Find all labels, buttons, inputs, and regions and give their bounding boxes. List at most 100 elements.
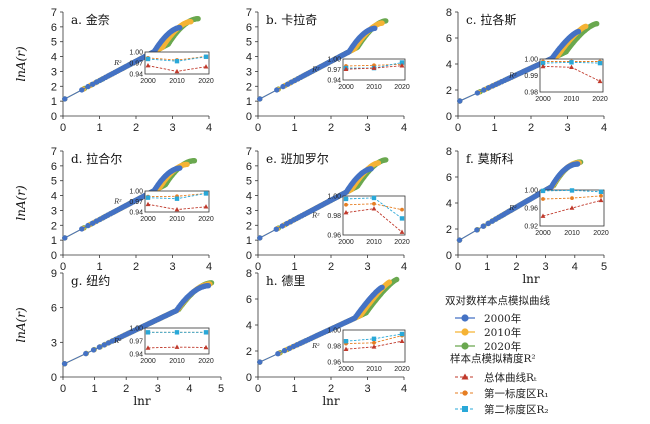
y-tick-label: 1 (51, 235, 57, 247)
inset-x-tick-label: 2010 (169, 216, 185, 223)
inset-x-tick-label: 2000 (140, 78, 156, 85)
data-point-2000 (485, 220, 491, 227)
inset-x-tick-label: 2010 (169, 358, 185, 365)
legend-label-r-first: 第一标度区R₁ (484, 387, 549, 400)
inset-y-axis-label: R² (311, 66, 320, 74)
inset-point-second (597, 60, 603, 66)
x-tick-label: 1 (291, 122, 297, 134)
data-point-2000 (177, 165, 183, 171)
data-point-2020 (594, 21, 600, 27)
inset-y-tick-label: 0.99 (524, 73, 538, 80)
legend-marker-2000 (461, 314, 469, 322)
inset-y-tick-label: 0.94 (129, 352, 143, 359)
y-tick-label: 6 (246, 161, 252, 173)
inset-x-tick-label: 2010 (366, 84, 382, 91)
y-tick-label: 8 (246, 268, 252, 280)
legend-marker-r-total (461, 373, 469, 380)
inset-point-second (203, 191, 209, 196)
inset-point-total (343, 209, 349, 215)
inset-y-axis-label: R² (311, 212, 320, 220)
inset-x-tick-label: 2020 (394, 84, 410, 91)
data-point-2000 (273, 226, 279, 232)
data-point-2010 (583, 23, 589, 29)
data-point-2000 (257, 359, 263, 365)
data-point-2020 (191, 158, 198, 164)
inset-x-tick-label: 2020 (198, 358, 214, 365)
data-point-2000 (101, 342, 107, 348)
legend-label-2010: 2010年 (484, 326, 521, 339)
series-2000 (456, 161, 581, 243)
data-point-2000 (474, 227, 480, 233)
panel-label: g. 纽约 (71, 273, 110, 288)
panel-label: f. 莫斯科 (466, 152, 514, 166)
data-point-2000 (85, 83, 91, 90)
inset-y-tick-label: 1.00 (129, 189, 143, 196)
data-point-2000 (474, 90, 481, 96)
panel-label: a. 金奈 (71, 12, 110, 27)
data-point-2000 (279, 223, 285, 229)
data-point-2000 (79, 87, 85, 93)
y-tick-label: 1 (246, 235, 252, 247)
x-tick-label: 0 (60, 261, 66, 273)
y-tick-label: 3 (51, 66, 57, 78)
inset-y-tick-label: 0.98 (524, 90, 538, 97)
data-point-2000 (257, 235, 263, 241)
y-tick-label: 6 (51, 161, 57, 173)
inset-point-second (145, 330, 151, 335)
panel-3: 0 1 2 3 4 0 1 2 3 4 5 6 7 d. 拉合尔 lnA(r) 0.94 0.97 1.00 200… (14, 146, 214, 273)
x-tick-label: 4 (401, 383, 407, 395)
inset-y-tick-label: 0.94 (327, 78, 341, 85)
inset-x-tick-label: 2020 (592, 96, 608, 103)
inset-x-tick-label: 2000 (338, 84, 354, 91)
inset-point-total (540, 213, 546, 218)
inset-point-total (174, 206, 180, 212)
y-tick-label: 6 (51, 303, 57, 315)
data-point-2000 (85, 222, 91, 229)
x-tick-label: 3 (364, 383, 370, 395)
inset-series-total (343, 206, 405, 234)
inset-series-total (540, 63, 603, 84)
x-tick-label: 1 (491, 122, 497, 134)
y-tick-label: 4 (446, 198, 452, 210)
x-tick-label: 4 (401, 122, 407, 134)
x-tick-label: 0 (60, 383, 66, 395)
inset-x-tick-label: 2010 (366, 239, 382, 246)
y-tick-label: 0 (446, 111, 452, 123)
inset-point-total (399, 63, 405, 68)
inset-point-second (145, 56, 151, 62)
data-point-2000 (368, 166, 374, 172)
x-tick-label: 2 (133, 122, 139, 134)
data-point-2010 (386, 279, 393, 285)
panel-5: 0 1 2 3 4 5 0 2 4 6 8 f. 莫斯科 lnr 0.92 0.96 1.00 2000 2010… (446, 146, 609, 286)
inset-point-second (569, 188, 575, 193)
inset-point-first (372, 201, 376, 206)
x-tick-label: 4 (186, 383, 192, 395)
inset-y-tick-label: 1.00 (129, 50, 143, 57)
inset-point-total (343, 66, 349, 71)
inset-point-total (597, 78, 603, 84)
inset-x-tick-label: 2020 (394, 366, 410, 373)
inset-series-total (145, 62, 209, 74)
x-tick-label: 0 (255, 383, 261, 395)
panel-label: e. 班加罗尔 (266, 151, 329, 166)
x-tick-label: 4 (401, 261, 407, 273)
inset-y-tick-label: 0.98 (327, 213, 341, 220)
inset-y-tick-label: 0.97 (129, 199, 143, 206)
inset-point-second (540, 188, 546, 194)
inset-series-total (343, 63, 405, 71)
series-2000 (257, 25, 378, 102)
y-tick-label: 1 (51, 96, 57, 108)
y-tick-label: 4 (446, 59, 452, 71)
inset-x-tick-label: 2000 (338, 366, 354, 373)
inset-chart: 0.94 0.97 1.00 2000 2010 2020 R² (311, 57, 410, 92)
inset-point-first (570, 196, 574, 201)
y-tick-label: 0 (446, 250, 452, 262)
inset-y-tick-label: 0.96 (327, 233, 341, 240)
x-tick-label: 0 (60, 122, 66, 134)
x-tick-label: 0 (255, 122, 261, 134)
data-point-2000 (79, 226, 85, 232)
inset-series-second (145, 330, 209, 335)
y-tick-label: 5 (246, 176, 252, 188)
inset-point-total (203, 204, 209, 209)
y-tick-label: 2 (246, 346, 252, 358)
